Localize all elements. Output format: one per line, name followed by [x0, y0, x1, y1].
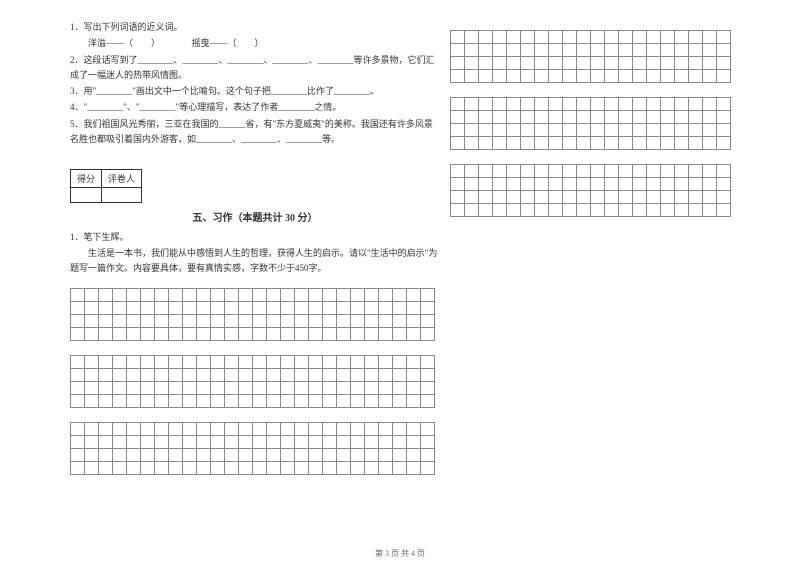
writing-grid[interactable]	[450, 97, 731, 150]
questions-block: 1．写出下列词语的近义词。 洋溢——（ ） 摇曳——（ ） 2．这段话写到了__…	[70, 20, 440, 147]
writing-grid[interactable]	[70, 355, 435, 408]
prompt-title: 1．笔下生辉。	[70, 230, 440, 245]
q2: 2．这段话写到了________、________、________、_____…	[70, 53, 440, 84]
score-box: 得分 评卷人	[70, 169, 440, 203]
score-label: 得分	[71, 170, 102, 188]
writing-grid[interactable]	[450, 30, 731, 83]
q1-intro: 1．写出下列词语的近义词。	[70, 20, 440, 35]
left-grid-column	[70, 276, 740, 475]
essay-prompt: 1．笔下生辉。 生活是一本书，我们能从中感悟到人生的哲理，获得人生的启示。请以"…	[70, 230, 440, 276]
page-footer: 第 3 页 共 4 页	[0, 548, 800, 559]
writing-grid[interactable]	[450, 164, 731, 217]
score-table: 得分 评卷人	[70, 169, 142, 203]
q5: 5．我们祖国风光秀丽，三亚在我国的______省，有"东方夏威夷"的美称。我国还…	[70, 117, 440, 148]
q3: 3．用"________"画出文中一个比喻句。这个句子把________比作了_…	[70, 84, 440, 99]
right-grid-column	[450, 20, 740, 231]
section5-title: 五、习作（本题共计 30 分）	[70, 209, 440, 224]
q1-line: 洋溢——（ ） 摇曳——（ ）	[70, 36, 440, 51]
prompt-body: 生活是一本书，我们能从中感悟到人生的哲理，获得人生的启示。请以"生活中的启示"为…	[70, 246, 440, 277]
writing-grid[interactable]	[70, 422, 435, 475]
grader-cell[interactable]	[102, 188, 142, 203]
writing-grid[interactable]	[70, 288, 435, 341]
q4: 4．"________"、"________"等心理描写，表达了作者______…	[70, 100, 440, 115]
grader-label: 评卷人	[102, 170, 142, 188]
score-cell[interactable]	[71, 188, 102, 203]
